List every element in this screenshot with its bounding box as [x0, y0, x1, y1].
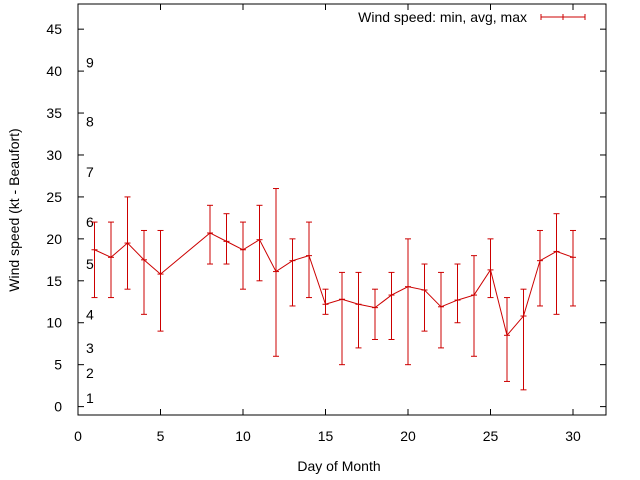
y-tick-label: 45: [46, 21, 62, 37]
x-tick-label: 5: [157, 428, 165, 444]
series-line: [94, 232, 574, 337]
legend: Wind speed: min, avg, max: [358, 9, 586, 25]
y-tick-label: 0: [54, 399, 62, 415]
x-tick-label: 15: [318, 428, 334, 444]
y-tick-label: 10: [46, 315, 62, 331]
beaufort-label: 2: [86, 365, 94, 381]
x-axis-label: Day of Month: [297, 458, 380, 474]
legend-label: Wind speed: min, avg, max: [358, 9, 527, 25]
x-axis: 0 5 10 15 20 25 30: [74, 4, 581, 444]
y-tick-label: 40: [46, 63, 62, 79]
y-tick-label: 35: [46, 105, 62, 121]
beaufort-scale: 1 2 3 4 5 6 7 8 9: [86, 55, 94, 407]
beaufort-label: 8: [86, 113, 94, 129]
beaufort-label: 3: [86, 340, 94, 356]
y-tick-label: 30: [46, 147, 62, 163]
error-bars: [91, 188, 576, 391]
beaufort-label: 9: [86, 55, 94, 71]
beaufort-label: 1: [86, 390, 94, 406]
x-tick-label: 0: [74, 428, 82, 444]
beaufort-label: 7: [86, 164, 94, 180]
y-tick-label: 5: [54, 357, 62, 373]
y-tick-label: 25: [46, 189, 62, 205]
average-line: [91, 229, 576, 339]
y-tick-label: 15: [46, 273, 62, 289]
plot-frame: [77, 3, 607, 416]
legend-sample: [540, 14, 586, 20]
y-axis-label: Wind speed (kt - Beaufort): [6, 128, 22, 291]
x-tick-label: 20: [400, 428, 416, 444]
beaufort-label: 6: [86, 214, 94, 230]
beaufort-label: 5: [86, 256, 94, 272]
beaufort-label: 4: [86, 306, 94, 322]
x-tick-label: 25: [483, 428, 499, 444]
y-tick-label: 20: [46, 231, 62, 247]
x-tick-label: 10: [235, 428, 251, 444]
x-tick-label: 30: [565, 428, 581, 444]
